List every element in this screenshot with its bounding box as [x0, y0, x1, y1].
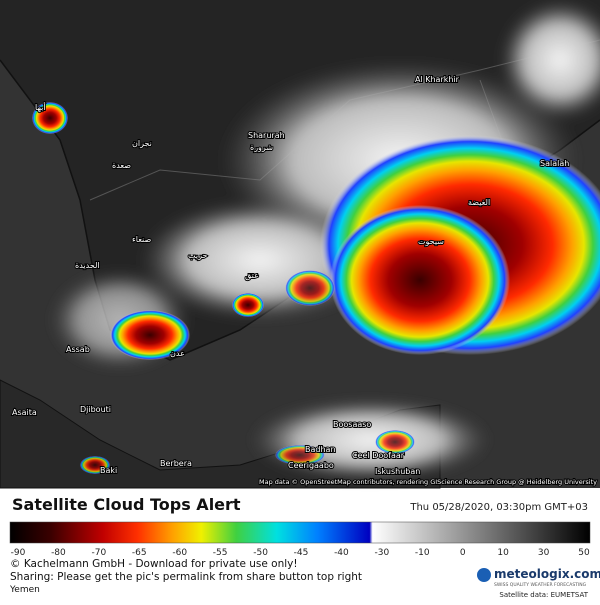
- place-label: Sharurah: [248, 131, 285, 140]
- place-label: حريب: [188, 251, 207, 260]
- map-attribution: Map data © OpenStreetMap contributors, r…: [259, 478, 597, 486]
- logo: meteologix.com: [494, 567, 600, 581]
- place-label: سيحوت: [418, 237, 444, 246]
- scale-label: -70: [92, 548, 107, 558]
- place-label: Berbera: [160, 459, 192, 468]
- place-label: Asaita: [12, 408, 37, 417]
- tagline: SWISS QUALITY WEATHER FORECASTING: [494, 582, 587, 588]
- scale-label: -55: [213, 548, 228, 558]
- place-label: صنعاء: [132, 235, 151, 244]
- scale-label: -65: [132, 548, 147, 558]
- place-label: Salalah: [540, 159, 569, 168]
- color-scale: [9, 521, 591, 544]
- place-label: الغيضة: [468, 198, 490, 207]
- map: Al Kharkhir Sharurah شرورة نجران صعدة أب…: [0, 0, 600, 489]
- scale-label: -80: [51, 548, 66, 558]
- place-label: Baki: [100, 466, 117, 475]
- logo-icon: [477, 568, 491, 582]
- sharing-note: Sharing: Please get the pic's permalink …: [10, 571, 362, 583]
- place-label: Ceerigaabo: [288, 461, 334, 470]
- place-label: شرورة: [250, 143, 273, 152]
- scale-label: -60: [172, 548, 187, 558]
- scale-label: -10: [415, 548, 430, 558]
- title: Satellite Cloud Tops Alert: [12, 495, 241, 514]
- place-label: Djibouti: [80, 405, 111, 414]
- copyright: © Kachelmann GmbH - Download for private…: [10, 558, 298, 570]
- scale-label: 0: [460, 548, 466, 558]
- scale-label: -40: [334, 548, 349, 558]
- place-label: عدن: [170, 349, 185, 358]
- place-label: عتق: [245, 271, 259, 280]
- scale-label: -45: [294, 548, 309, 558]
- place-label: Boosaaso: [333, 420, 371, 429]
- region: Yemen: [9, 585, 40, 595]
- place-label: Iskushuban: [375, 467, 420, 476]
- date: Thu 05/28/2020, 03:30pm GMT+03: [409, 502, 588, 513]
- place-label: Ceel Doofaar: [352, 451, 405, 460]
- scale-label: 50: [578, 548, 590, 558]
- place-label: أبها: [35, 102, 46, 112]
- place-label: Assab: [66, 345, 90, 354]
- scale-label: -90: [11, 548, 26, 558]
- scale-label: -30: [375, 548, 390, 558]
- place-label: الحديدة: [75, 261, 100, 270]
- place-label: صعدة: [112, 161, 131, 170]
- scale-label: 10: [497, 548, 509, 558]
- place-label: نجران: [132, 139, 152, 148]
- place-label: Al Kharkhir: [415, 75, 460, 84]
- scale-label: 30: [538, 548, 550, 558]
- source: Satellite data: EUMETSAT: [499, 591, 588, 599]
- scale-label: -50: [253, 548, 268, 558]
- place-label: Badhan: [305, 445, 336, 454]
